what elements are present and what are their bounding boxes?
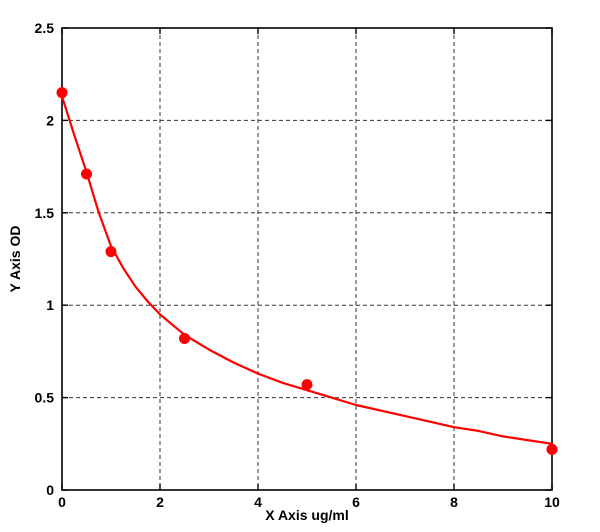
y-tick-label: 1 <box>46 297 54 313</box>
x-tick-label: 0 <box>58 494 66 510</box>
data-point <box>179 332 190 344</box>
y-tick-label: 0 <box>46 482 54 498</box>
x-tick-label: 2 <box>156 494 164 510</box>
fit-curve <box>60 95 554 445</box>
plot-border <box>61 27 553 491</box>
x-axis-label: X Axis ug/ml <box>265 507 349 523</box>
y-tick-label: 2 <box>46 112 54 128</box>
y-tick-label: 0.5 <box>35 390 55 406</box>
y-tick-label: 2.5 <box>35 20 55 36</box>
x-tick-label: 6 <box>352 494 360 510</box>
data-point <box>301 379 313 391</box>
data-point <box>81 168 92 180</box>
y-tick-label: 1.5 <box>35 205 55 221</box>
data-point <box>56 87 68 99</box>
x-tick-label: 8 <box>450 494 458 510</box>
x-tick-label: 4 <box>254 494 262 510</box>
y-axis-label: Y Axis OD <box>7 225 23 293</box>
data-point <box>546 443 558 455</box>
x-tick-label: 10 <box>544 494 560 510</box>
data-point <box>105 246 117 258</box>
